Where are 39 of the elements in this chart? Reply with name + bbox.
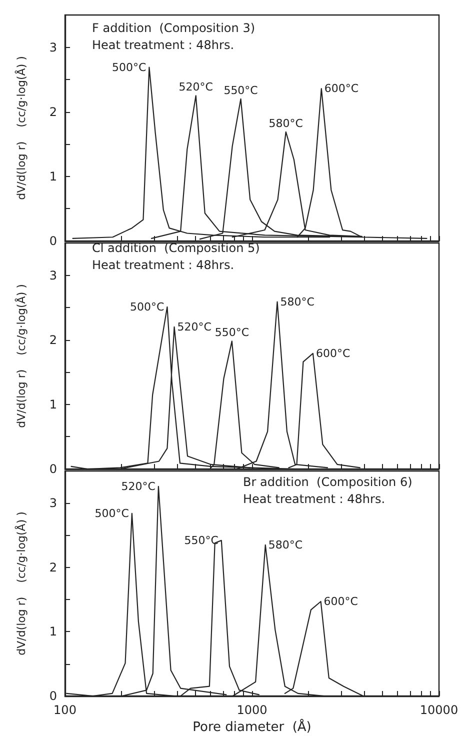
series-label: 520°C [121, 480, 156, 493]
x-tick-label: 100 [54, 703, 76, 717]
y-tick-label: 2 [49, 560, 57, 574]
series-label: 520°C [177, 320, 212, 334]
series-label: 580°C [280, 295, 315, 308]
series-label: 550°C [224, 84, 258, 97]
annotation: Heat treatment : 48hrs. [92, 258, 234, 272]
annotation: F addition (Composition 3) [92, 21, 256, 35]
x-tick-label: 1000 [236, 703, 268, 717]
x-tick-label: 10000 [420, 703, 458, 717]
annotation: Heat treatment : 48hrs. [92, 38, 234, 52]
series-label: 550°C [184, 534, 219, 547]
y-tick-label: 2 [49, 332, 57, 347]
y-tick-label: 1 [49, 169, 57, 184]
y-axis-title: dV/d(log r) (cc/g·log(Å) ) [14, 512, 28, 656]
y-tick-label: 0 [49, 234, 57, 248]
y-tick-label: 3 [49, 40, 57, 54]
annotation: Br addition (Composition 6) [243, 475, 412, 489]
series-label: 580°C [268, 538, 303, 552]
y-axis-title: dV/d(log r) (cc/g·log(Å) ) [14, 284, 28, 428]
series-label: 600°C [316, 346, 350, 360]
series-label: 600°C [324, 595, 358, 608]
y-tick-label: 1 [49, 397, 57, 412]
annotation: Heat treatment : 48hrs. [243, 492, 386, 506]
series-label: 500°C [112, 60, 147, 74]
y-tick-label: 0 [49, 689, 57, 703]
y-tick-label: 0 [49, 462, 57, 476]
series-label: 500°C [130, 300, 165, 314]
y-tick-label: 3 [49, 496, 57, 510]
series-label: 550°C [214, 326, 250, 340]
y-tick-label: 2 [49, 104, 57, 119]
x-axis-title: Pore diameter (Å) [192, 718, 312, 735]
series-label: 600°C [324, 82, 359, 96]
series-label: 580°C [268, 116, 304, 130]
y-tick-label: 3 [49, 268, 57, 282]
series-label: 500°C [94, 506, 130, 520]
series-label: 520°C [178, 80, 214, 94]
y-tick-label: 1 [49, 624, 57, 639]
y-axis-title: dV/d(log r) (cc/g·log(Å) ) [14, 56, 28, 200]
